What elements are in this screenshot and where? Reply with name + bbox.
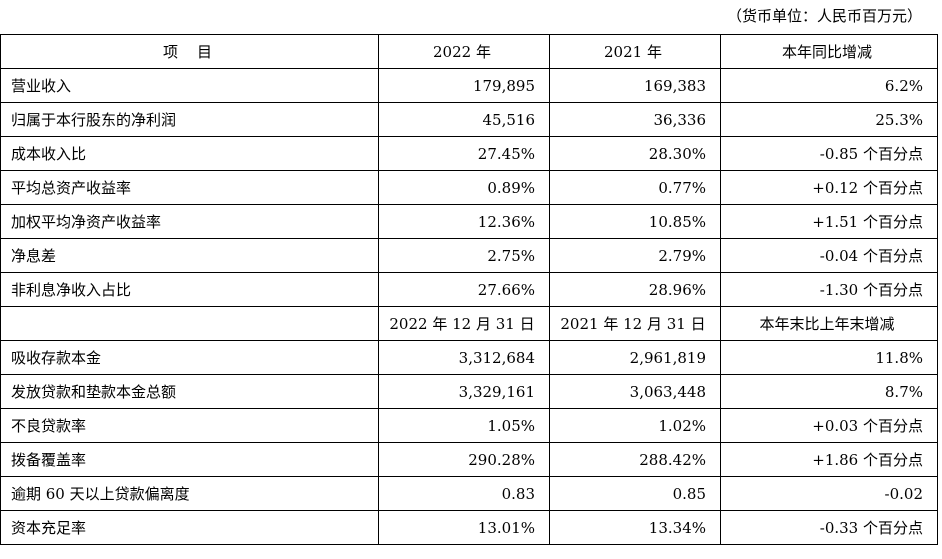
header-2022: 2022 年	[378, 34, 550, 69]
table-row: 资本充足率 13.01% 13.34% -0.33 个百分点	[0, 510, 938, 545]
value-2022: 3,312,684	[378, 340, 550, 375]
value-2021: 3,063,448	[549, 374, 721, 409]
table-row: 平均总资产收益率 0.89% 0.77% +0.12 个百分点	[0, 170, 938, 205]
value-2022: 27.66%	[378, 272, 550, 307]
header-item-blank	[0, 306, 379, 341]
value-2021: 2.79%	[549, 238, 721, 273]
value-change: 25.3%	[720, 102, 938, 137]
header-item: 项 目	[0, 34, 379, 69]
row-label: 成本收入比	[0, 136, 379, 171]
value-2021: 13.34%	[549, 510, 721, 545]
row-label: 资本充足率	[0, 510, 379, 545]
row-label: 归属于本行股东的净利润	[0, 102, 379, 137]
value-2021: 288.42%	[549, 442, 721, 477]
value-2022: 0.89%	[378, 170, 550, 205]
table-row: 吸收存款本金 3,312,684 2,961,819 11.8%	[0, 340, 938, 375]
row-label: 营业收入	[0, 68, 379, 103]
value-change: 8.7%	[720, 374, 938, 409]
row-label: 加权平均净资产收益率	[0, 204, 379, 239]
table-row: 发放贷款和垫款本金总额 3,329,161 3,063,448 8.7%	[0, 374, 938, 409]
header-row-1: 项 目 2022 年 2021 年 本年同比增减	[0, 34, 938, 69]
row-label: 拨备覆盖率	[0, 442, 379, 477]
value-2021: 1.02%	[549, 408, 721, 443]
table-row: 拨备覆盖率 290.28% 288.42% +1.86 个百分点	[0, 442, 938, 477]
table-row: 加权平均净资产收益率 12.36% 10.85% +1.51 个百分点	[0, 204, 938, 239]
value-2021: 28.30%	[549, 136, 721, 171]
financial-highlights-table: 项 目 2022 年 2021 年 本年同比增减 营业收入 179,895 16…	[0, 34, 938, 545]
table-row: 非利息净收入占比 27.66% 28.96% -1.30 个百分点	[0, 272, 938, 307]
header-row-2: 2022 年 12 月 31 日 2021 年 12 月 31 日 本年末比上年…	[0, 306, 938, 341]
row-label: 平均总资产收益率	[0, 170, 379, 205]
value-2022: 3,329,161	[378, 374, 550, 409]
header-ytd-change: 本年末比上年末增减	[720, 306, 938, 341]
value-change: 6.2%	[720, 68, 938, 103]
row-label: 不良贷款率	[0, 408, 379, 443]
table-row: 营业收入 179,895 169,383 6.2%	[0, 68, 938, 103]
value-2021: 2,961,819	[549, 340, 721, 375]
value-2022: 1.05%	[378, 408, 550, 443]
value-change: -0.04 个百分点	[720, 238, 938, 273]
value-2021: 0.85	[549, 476, 721, 511]
header-2021: 2021 年	[549, 34, 721, 69]
value-2021: 28.96%	[549, 272, 721, 307]
value-change: +0.03 个百分点	[720, 408, 938, 443]
value-change: -0.85 个百分点	[720, 136, 938, 171]
value-2022: 2.75%	[378, 238, 550, 273]
value-2022: 0.83	[378, 476, 550, 511]
value-change: +0.12 个百分点	[720, 170, 938, 205]
value-2022: 27.45%	[378, 136, 550, 171]
header-yoy-change: 本年同比增减	[720, 34, 938, 69]
row-label: 发放贷款和垫款本金总额	[0, 374, 379, 409]
value-2022: 12.36%	[378, 204, 550, 239]
row-label: 非利息净收入占比	[0, 272, 379, 307]
table-row: 归属于本行股东的净利润 45,516 36,336 25.3%	[0, 102, 938, 137]
value-change: +1.86 个百分点	[720, 442, 938, 477]
table-row: 不良贷款率 1.05% 1.02% +0.03 个百分点	[0, 408, 938, 443]
row-label: 净息差	[0, 238, 379, 273]
row-label: 吸收存款本金	[0, 340, 379, 375]
value-2021: 0.77%	[549, 170, 721, 205]
table-row: 净息差 2.75% 2.79% -0.04 个百分点	[0, 238, 938, 273]
value-change: -0.33 个百分点	[720, 510, 938, 545]
value-2022: 179,895	[378, 68, 550, 103]
value-2021: 10.85%	[549, 204, 721, 239]
value-2022: 45,516	[378, 102, 550, 137]
currency-unit-note: （货币单位：人民币百万元）	[726, 7, 922, 25]
value-change: 11.8%	[720, 340, 938, 375]
value-2021: 169,383	[549, 68, 721, 103]
table-row: 逾期 60 天以上贷款偏离度 0.83 0.85 -0.02	[0, 476, 938, 511]
value-2022: 13.01%	[378, 510, 550, 545]
value-2022: 290.28%	[378, 442, 550, 477]
value-change: +1.51 个百分点	[720, 204, 938, 239]
table-row: 成本收入比 27.45% 28.30% -0.85 个百分点	[0, 136, 938, 171]
value-change: -1.30 个百分点	[720, 272, 938, 307]
value-change: -0.02	[720, 476, 938, 511]
value-2021: 36,336	[549, 102, 721, 137]
header-2022-12-31: 2022 年 12 月 31 日	[378, 306, 550, 341]
row-label: 逾期 60 天以上贷款偏离度	[0, 476, 379, 511]
header-2021-12-31: 2021 年 12 月 31 日	[549, 306, 721, 341]
